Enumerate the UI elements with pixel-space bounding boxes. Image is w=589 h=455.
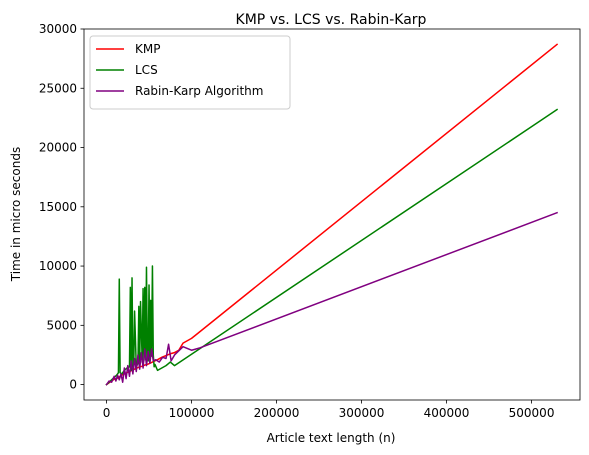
x-tick-label-4: 400000 bbox=[424, 406, 470, 420]
legend-label-2: Rabin-Karp Algorithm bbox=[135, 84, 263, 98]
y-tick-label-4: 20000 bbox=[39, 141, 77, 155]
legend: KMP LCS Rabin-Karp Algorithm bbox=[89, 35, 291, 110]
y-tick-label-0: 0 bbox=[69, 378, 77, 392]
y-axis: 0 5000 10000 15000 20000 25000 30000 bbox=[39, 22, 84, 392]
legend-label-1: LCS bbox=[135, 63, 158, 77]
y-tick-label-5: 25000 bbox=[39, 81, 77, 95]
series-line-2 bbox=[105, 211, 559, 386]
chart-title: KMP vs. LCS vs. Rabin-Karp bbox=[236, 12, 427, 28]
y-tick-label-6: 30000 bbox=[39, 22, 77, 36]
y-tick-label-2: 10000 bbox=[39, 259, 77, 273]
x-tick-label-1: 100000 bbox=[169, 406, 215, 420]
series-layer bbox=[105, 43, 559, 386]
legend-box bbox=[89, 35, 291, 110]
x-tick-label-2: 200000 bbox=[254, 406, 300, 420]
series-line-1 bbox=[105, 108, 559, 386]
y-tick-label-1: 5000 bbox=[46, 318, 77, 332]
y-tick-label-3: 15000 bbox=[39, 200, 77, 214]
x-tick-label-3: 300000 bbox=[339, 406, 385, 420]
y-axis-label: Time in micro seconds bbox=[9, 147, 23, 282]
legend-label-0: KMP bbox=[135, 42, 160, 56]
x-tick-label-0: 0 bbox=[103, 406, 111, 420]
x-axis: 0 100000 200000 300000 400000 500000 bbox=[103, 400, 555, 420]
x-tick-label-5: 500000 bbox=[509, 406, 555, 420]
x-axis-label: Article text length (n) bbox=[267, 431, 396, 445]
plot-frame bbox=[83, 28, 581, 401]
